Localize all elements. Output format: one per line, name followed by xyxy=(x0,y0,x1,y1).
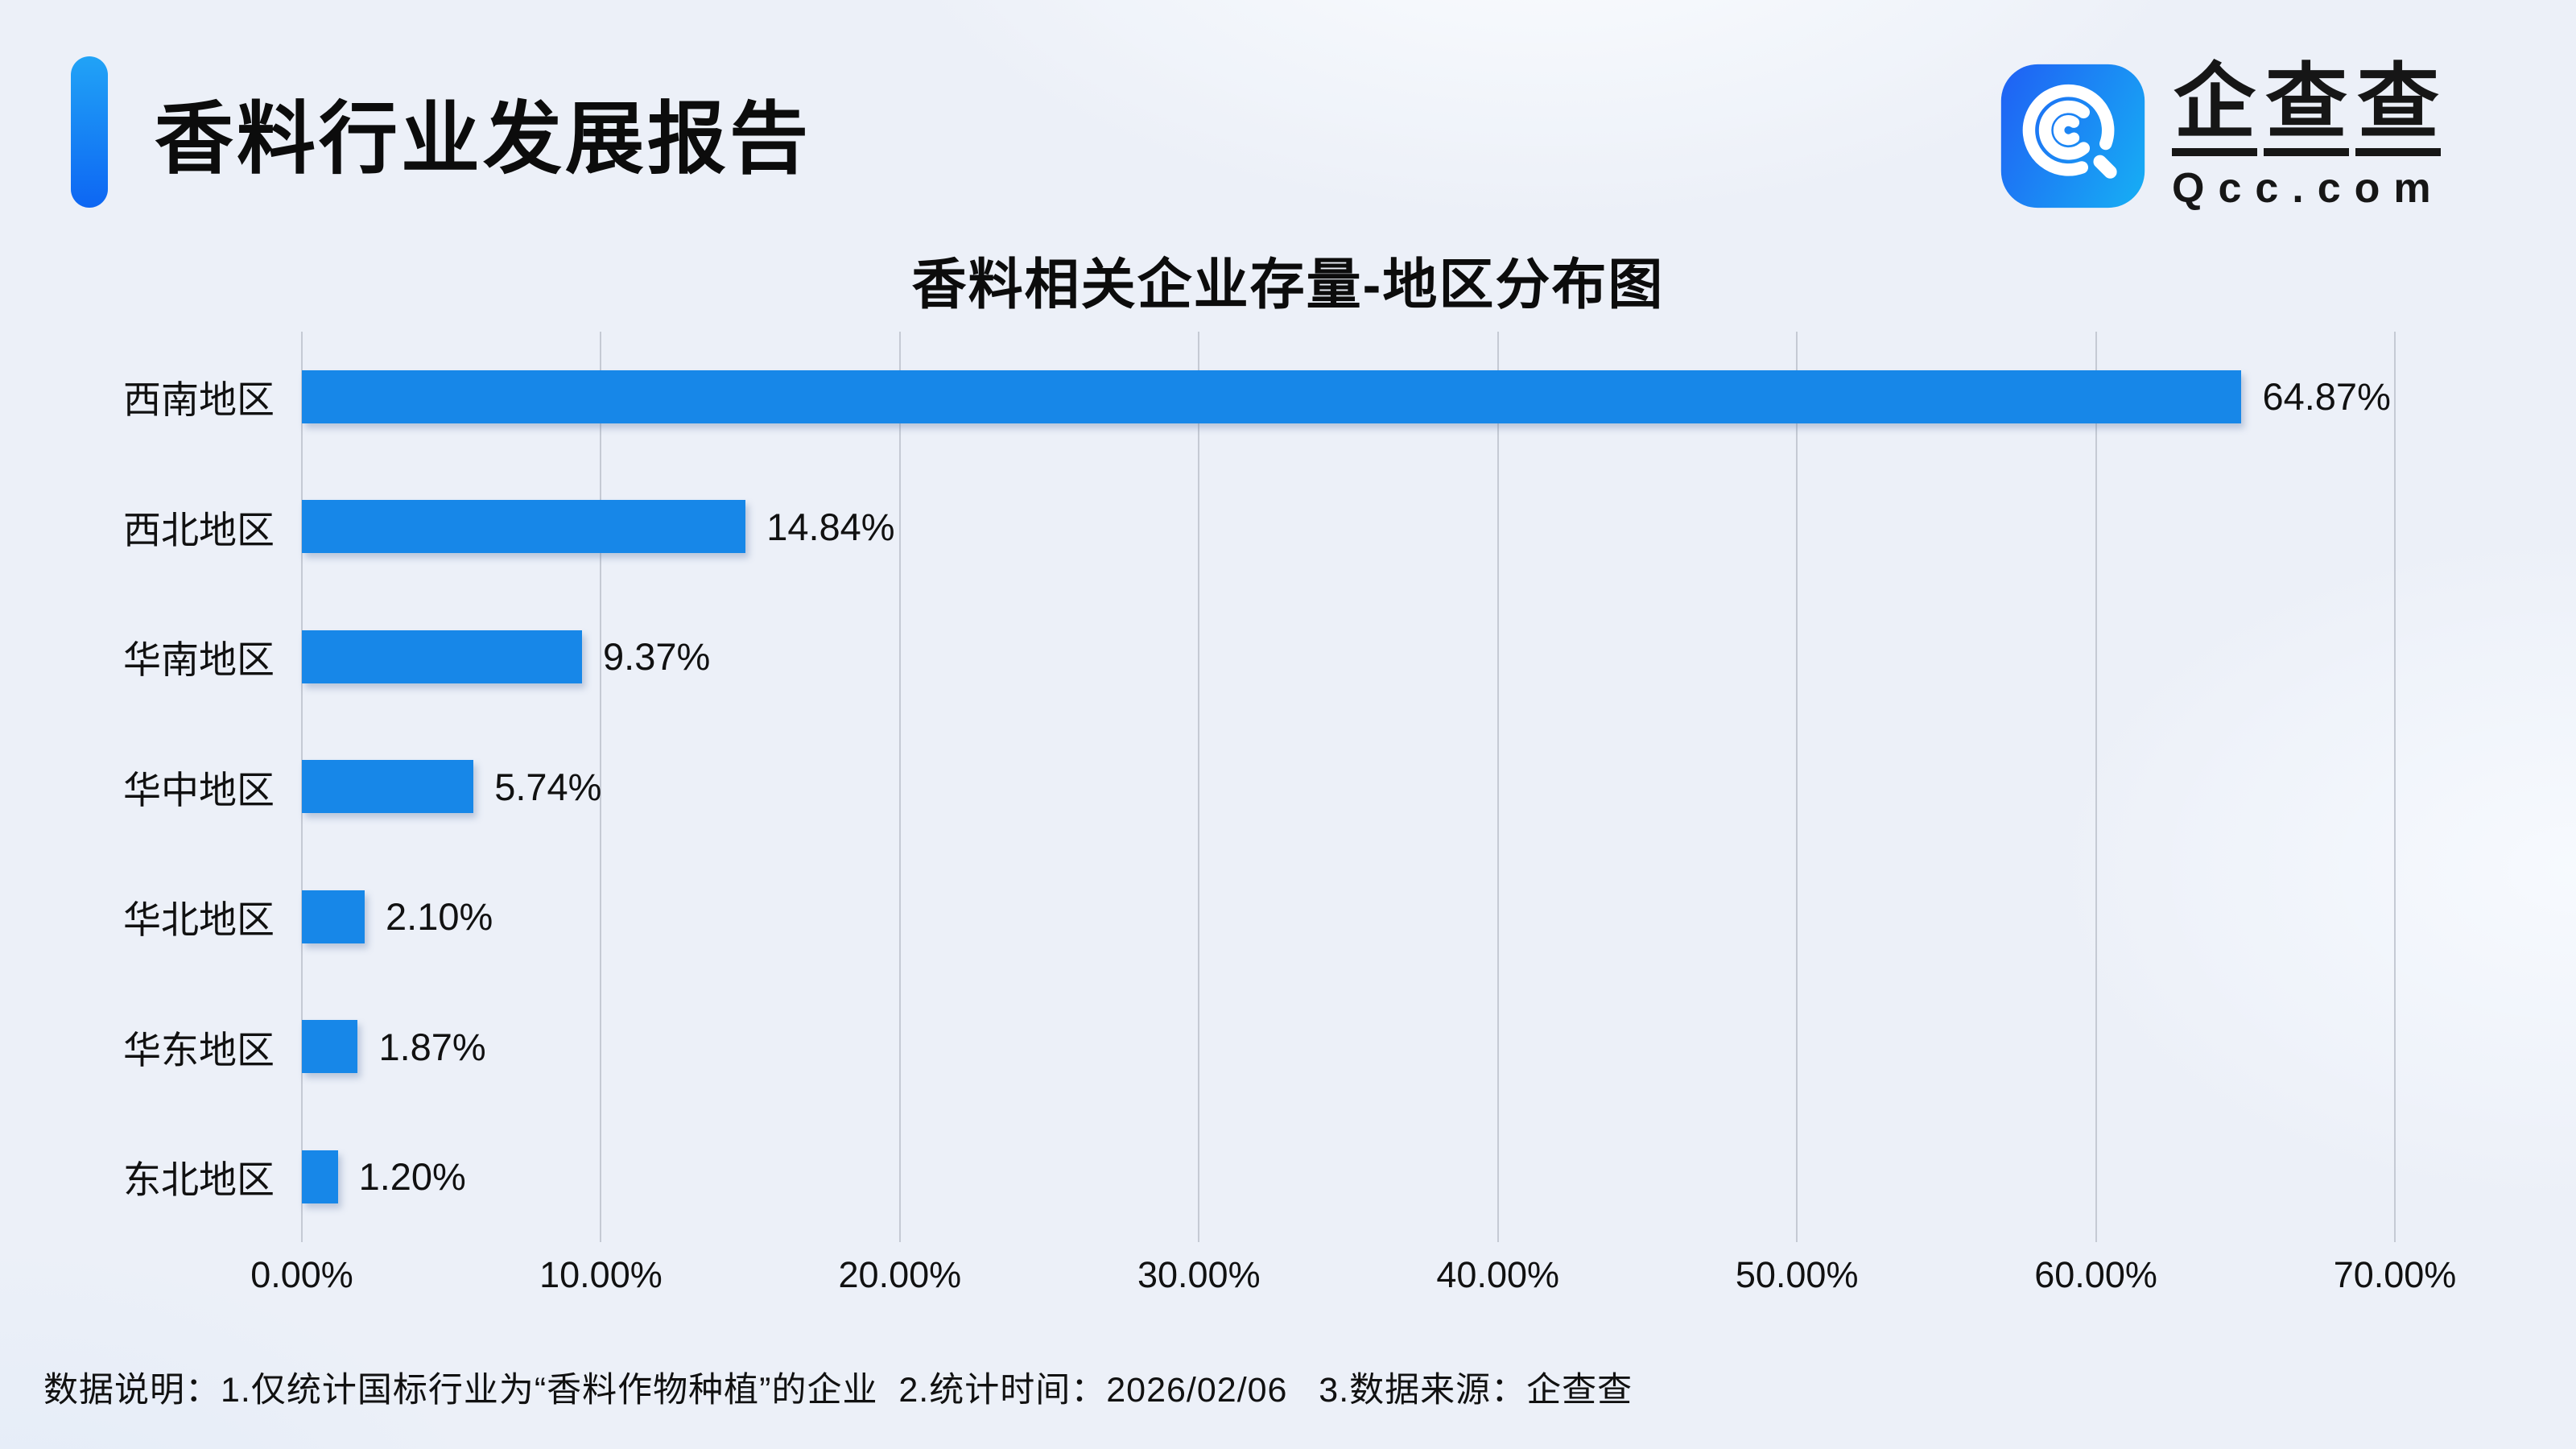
gridline xyxy=(1496,332,1499,1242)
category-label: 西南地区 xyxy=(123,378,275,422)
gridline xyxy=(600,332,602,1242)
qcc-logo: 企查查 Qcc.com xyxy=(2000,61,2447,213)
bars: 64.87% 14.84% 9.37% 5.74% 2.10% 1.87% 1.20% xyxy=(302,332,2395,1242)
report-title: 香料行业发展报告 xyxy=(155,94,812,183)
title-accent-bar xyxy=(71,56,108,208)
x-axis-tick-label: 20.00% xyxy=(838,1254,962,1295)
logo-domain: Qcc.com xyxy=(2172,165,2445,212)
bar xyxy=(302,630,583,683)
x-axis: 0.00% 10.00% 20.00% 30.00% 40.00% 50.00% 60.00… xyxy=(250,1254,2456,1306)
header: 香料行业发展报告 xyxy=(71,56,811,208)
bar-row: 1.20% xyxy=(302,1112,2395,1242)
qcc-logo-text: 企查查 Qcc.com xyxy=(2172,61,2447,213)
gridline xyxy=(2095,332,2097,1242)
x-axis-tick-label: 30.00% xyxy=(1137,1254,1261,1295)
data-note: 数据说明：1.仅统计国标行业为“香料作物种植”的企业 2.统计时间：2026/0… xyxy=(43,1371,1633,1410)
category-label: 华中地区 xyxy=(123,768,275,811)
bar xyxy=(302,369,2242,423)
bar-value-label: 1.20% xyxy=(358,1155,466,1199)
bar xyxy=(302,890,365,943)
logo-name: 企查查 xyxy=(2172,61,2447,156)
bar-value-label: 9.37% xyxy=(603,635,711,679)
bar-row: 5.74% xyxy=(302,722,2395,852)
bar-value-label: 2.10% xyxy=(386,895,493,939)
bar-row: 2.10% xyxy=(302,852,2395,982)
bar xyxy=(302,1020,358,1074)
x-axis-tick-label: 10.00% xyxy=(539,1254,663,1295)
x-axis-tick-label: 50.00% xyxy=(1735,1254,1859,1295)
bar-row: 14.84% xyxy=(302,462,2395,592)
logo-name-char: 企 xyxy=(2172,61,2257,156)
bar-row: 64.87% xyxy=(302,332,2395,462)
x-axis-tick-label: 70.00% xyxy=(2333,1254,2457,1295)
plot-area: 64.87% 14.84% 9.37% 5.74% 2.10% 1.87% 1.20% xyxy=(301,332,2396,1242)
category-label: 华南地区 xyxy=(123,638,275,682)
bar-value-label: 14.84% xyxy=(766,505,895,548)
bar-row: 1.87% xyxy=(302,982,2395,1113)
bar-value-label: 1.87% xyxy=(378,1025,486,1068)
gridline xyxy=(1796,332,1798,1242)
category-label: 华北地区 xyxy=(123,898,275,942)
x-axis-tick-label: 0.00% xyxy=(250,1254,353,1295)
category-label: 西北地区 xyxy=(123,508,275,551)
category-label: 华东地区 xyxy=(123,1028,275,1071)
bar-row: 9.37% xyxy=(302,592,2395,722)
chart-title: 香料相关企业存量-地区分布图 xyxy=(911,254,1665,316)
x-axis-tick-label: 60.00% xyxy=(2034,1254,2157,1295)
bar xyxy=(302,500,746,554)
gridline xyxy=(2394,332,2396,1242)
bar xyxy=(302,760,474,814)
gridline xyxy=(898,332,901,1242)
qcc-logo-icon xyxy=(2000,64,2145,208)
logo-name-char: 查 xyxy=(2264,61,2349,156)
x-axis-tick-label: 40.00% xyxy=(1436,1254,1560,1295)
category-label: 东北地区 xyxy=(123,1158,275,1202)
category-axis: 西南地区西北地区华南地区华中地区华北地区华东地区东北地区 xyxy=(0,332,302,1242)
gridline xyxy=(1198,332,1200,1242)
bar xyxy=(302,1150,338,1203)
bar-chart: 西南地区西北地区华南地区华中地区华北地区华东地区东北地区 64.87% 14.84… xyxy=(0,332,2396,1242)
bar-value-label: 5.74% xyxy=(494,765,602,808)
logo-name-char: 查 xyxy=(2355,61,2441,156)
bar-value-label: 64.87% xyxy=(2262,375,2391,419)
